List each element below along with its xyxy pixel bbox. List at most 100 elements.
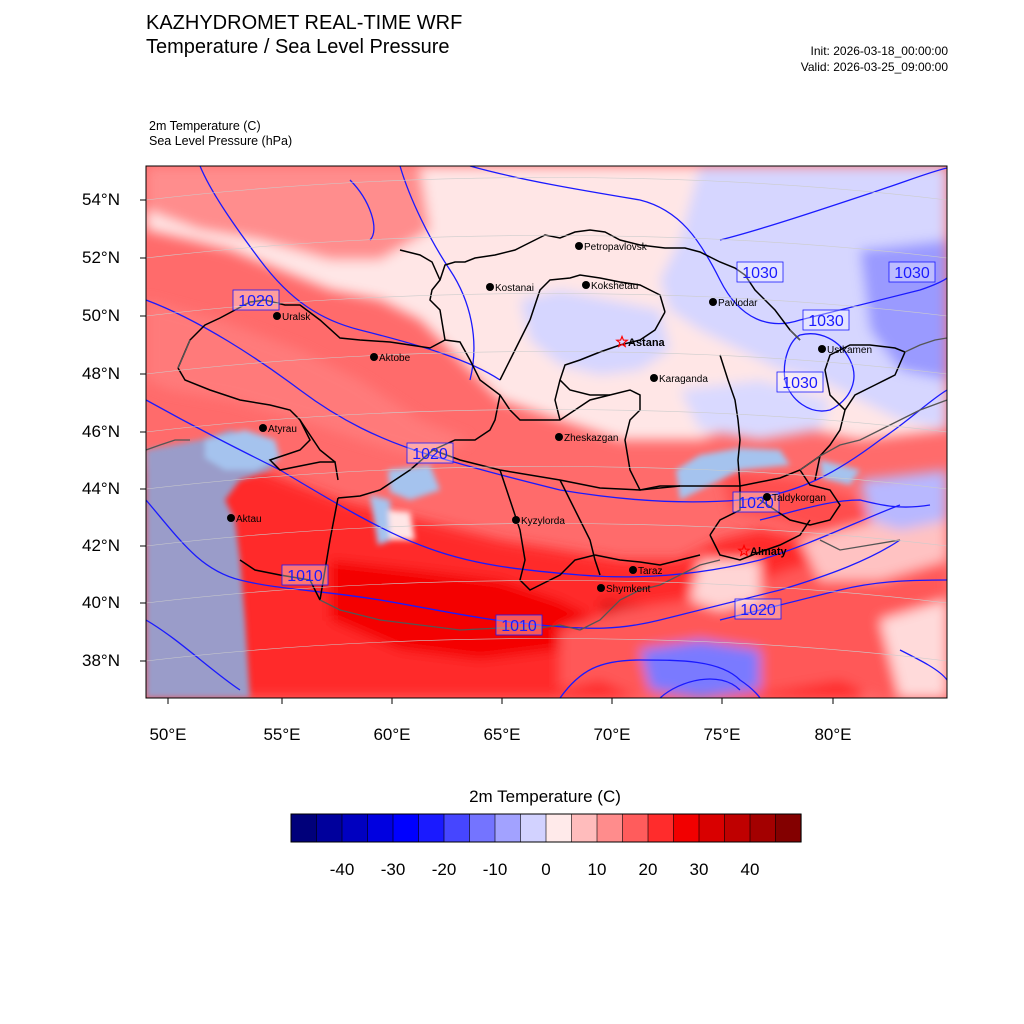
isobar-label-box [736,261,784,283]
lat-label: 38°N [82,651,120,670]
city-dot-icon [227,514,235,522]
city-label: Almaty [750,546,788,558]
city-dot-icon [763,493,771,501]
colorbar-tick-label: -20 [431,860,457,879]
colorbar-swatch [443,813,471,843]
city-dot-icon [582,281,590,289]
isobar-label-box [802,309,850,331]
city-dot-icon [818,345,826,353]
colorbar-tick-label: 40 [740,860,760,879]
city-dot-icon [259,424,267,432]
colorbar-swatch [545,813,573,843]
city-label: Zheskazgan [564,433,618,444]
colorbar-swatch [520,813,547,843]
region-borders [177,229,906,601]
lat-label: 44°N [82,479,120,498]
isobar-label: 1020 [238,293,274,310]
colorbar-tick-label: -30 [380,860,406,879]
isobar-label: 1030 [894,265,930,282]
colorbar-title: 2m Temperature (C) [469,787,621,806]
colorbar-swatch [290,813,318,843]
colorbar-swatch [341,813,369,843]
colorbar-tick-label: 30 [689,860,709,879]
colorbar-swatch [367,813,394,843]
colorbar-tick-label: 20 [638,860,658,879]
colorbar-swatch [647,813,675,843]
colorbar-swatch [673,813,700,843]
lat-label: 52°N [82,248,120,267]
city-label: Astana [628,337,666,349]
isobar-label: 1030 [808,313,844,330]
colorbar-swatch [418,813,445,843]
isobar-label-box [281,564,329,586]
colorbar-tick-label: 10 [587,860,607,879]
lon-label: 80°E [814,725,852,744]
city-dot-icon [486,283,494,291]
variable-label-pressure: Sea Level Pressure (hPa) [149,134,293,148]
colorbar-tick-label: 0 [541,860,551,879]
city-label: Uralsk [282,312,311,323]
isobar-label: 1030 [742,265,778,282]
isobar-label-box [776,371,824,393]
variable-label-temperature: 2m Temperature (C) [149,119,261,133]
capital-star-icon [615,334,629,348]
city-dot-icon [597,584,605,592]
isobar-label-box [232,289,280,311]
colorbar [290,813,802,843]
colorbar-swatch [775,813,802,843]
isobar-label: 1010 [501,618,537,635]
colorbar-swatch [571,813,598,843]
city-label: Karaganda [659,374,708,385]
map-title: KAZHYDROMET REAL-TIME WRF [146,12,463,34]
colorbar-swatch [469,813,496,843]
city-dot-icon [555,433,563,441]
isobar-label-box [406,442,454,464]
city-label: Aktau [236,514,262,525]
valid-time: Valid: 2026-03-25_09:00:00 [800,60,948,74]
colorbar-frame [290,813,802,843]
city-label: Kokshetau [591,281,638,292]
graticule [146,177,947,662]
city-dot-icon [650,374,658,382]
city-label: Atyrau [268,424,297,435]
lon-label: 70°E [593,725,631,744]
country-borders [146,329,947,631]
isobar-label: 1030 [782,375,818,392]
isobar-label-box [495,614,543,636]
isobar-label-box [734,598,782,620]
city-dot-icon [575,242,583,250]
init-time: Init: 2026-03-18_00:00:00 [810,44,948,58]
lon-label: 75°E [703,725,741,744]
colorbar-swatch [698,813,726,843]
colorbar-swatch [749,813,777,843]
axis-ticks [140,199,834,704]
city-label: Taraz [638,566,662,577]
isobar-label: 1020 [740,602,776,619]
lat-label: 54°N [82,190,120,209]
city-label: Taldykorgan [772,493,826,504]
city-dot-icon [709,298,717,306]
lat-label: 42°N [82,536,120,555]
city-label: Kostanai [495,283,534,294]
lat-label: 48°N [82,364,120,383]
city-dot-icon [370,353,378,361]
isobar-label: 1010 [287,568,323,585]
lat-label: 46°N [82,422,120,441]
city-label: Shymkent [606,584,651,595]
colorbar-swatch [392,813,420,843]
colorbar-tick-label: -10 [482,860,508,879]
colorbar-swatch [724,813,751,843]
lon-label: 60°E [373,725,411,744]
city-dot-icon [273,312,281,320]
capital-star-icon [737,543,751,557]
lon-label: 50°E [149,725,187,744]
isobars [146,166,947,698]
colorbar-swatch [622,813,649,843]
city-markers: Petropavlovsk Kostanai Kokshetau Pavlodar Ur… [227,242,872,595]
isobar-label-box [888,261,936,283]
city-label: Aktobe [379,353,411,364]
